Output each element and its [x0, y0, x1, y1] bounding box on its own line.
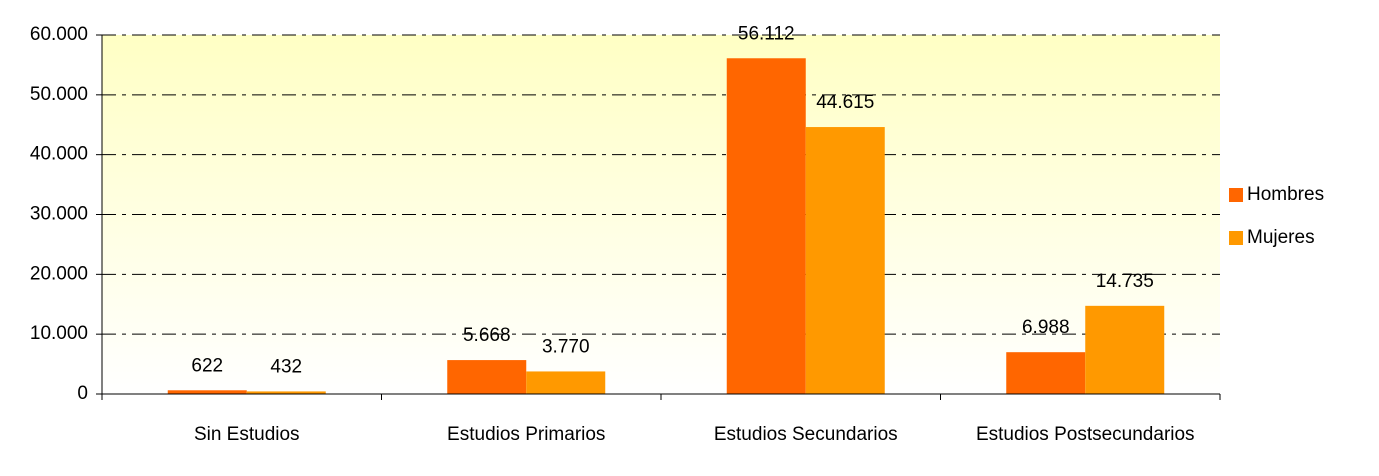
data-label: 14.735	[1096, 271, 1154, 292]
legend-label: Mujeres	[1247, 227, 1315, 248]
bar	[726, 58, 806, 395]
x-tick-label: Estudios Primarios	[447, 424, 606, 445]
y-tick-label: 40.000	[30, 144, 88, 165]
legend-label: Hombres	[1247, 184, 1324, 205]
bar	[526, 371, 606, 394]
bar	[246, 391, 326, 394]
y-tick-label: 60.000	[30, 24, 88, 45]
data-label: 622	[191, 355, 223, 376]
y-tick-label: 50.000	[30, 84, 88, 105]
y-tick-label: 20.000	[30, 263, 88, 284]
x-tick-label: Estudios Postsecundarios	[975, 424, 1195, 445]
bar	[1085, 305, 1165, 394]
bar	[1006, 352, 1086, 394]
legend-swatch	[1229, 231, 1243, 245]
y-tick-label: 30.000	[30, 204, 88, 225]
data-label: 432	[270, 356, 302, 377]
bar	[805, 127, 885, 394]
x-tick-label: Sin Estudios	[193, 424, 300, 445]
data-label: 44.615	[816, 92, 874, 113]
x-tick-label: Estudios Secundarios	[713, 424, 898, 445]
data-label: 3.770	[542, 336, 590, 357]
data-label: 56.112	[738, 23, 795, 44]
legend-swatch	[1229, 188, 1243, 202]
bar	[447, 360, 527, 394]
y-tick-label: 10.000	[30, 323, 88, 344]
bar	[167, 390, 247, 394]
data-label: 5.668	[463, 325, 511, 346]
y-tick-label: 0	[77, 383, 88, 404]
data-label: 6.988	[1022, 317, 1070, 338]
